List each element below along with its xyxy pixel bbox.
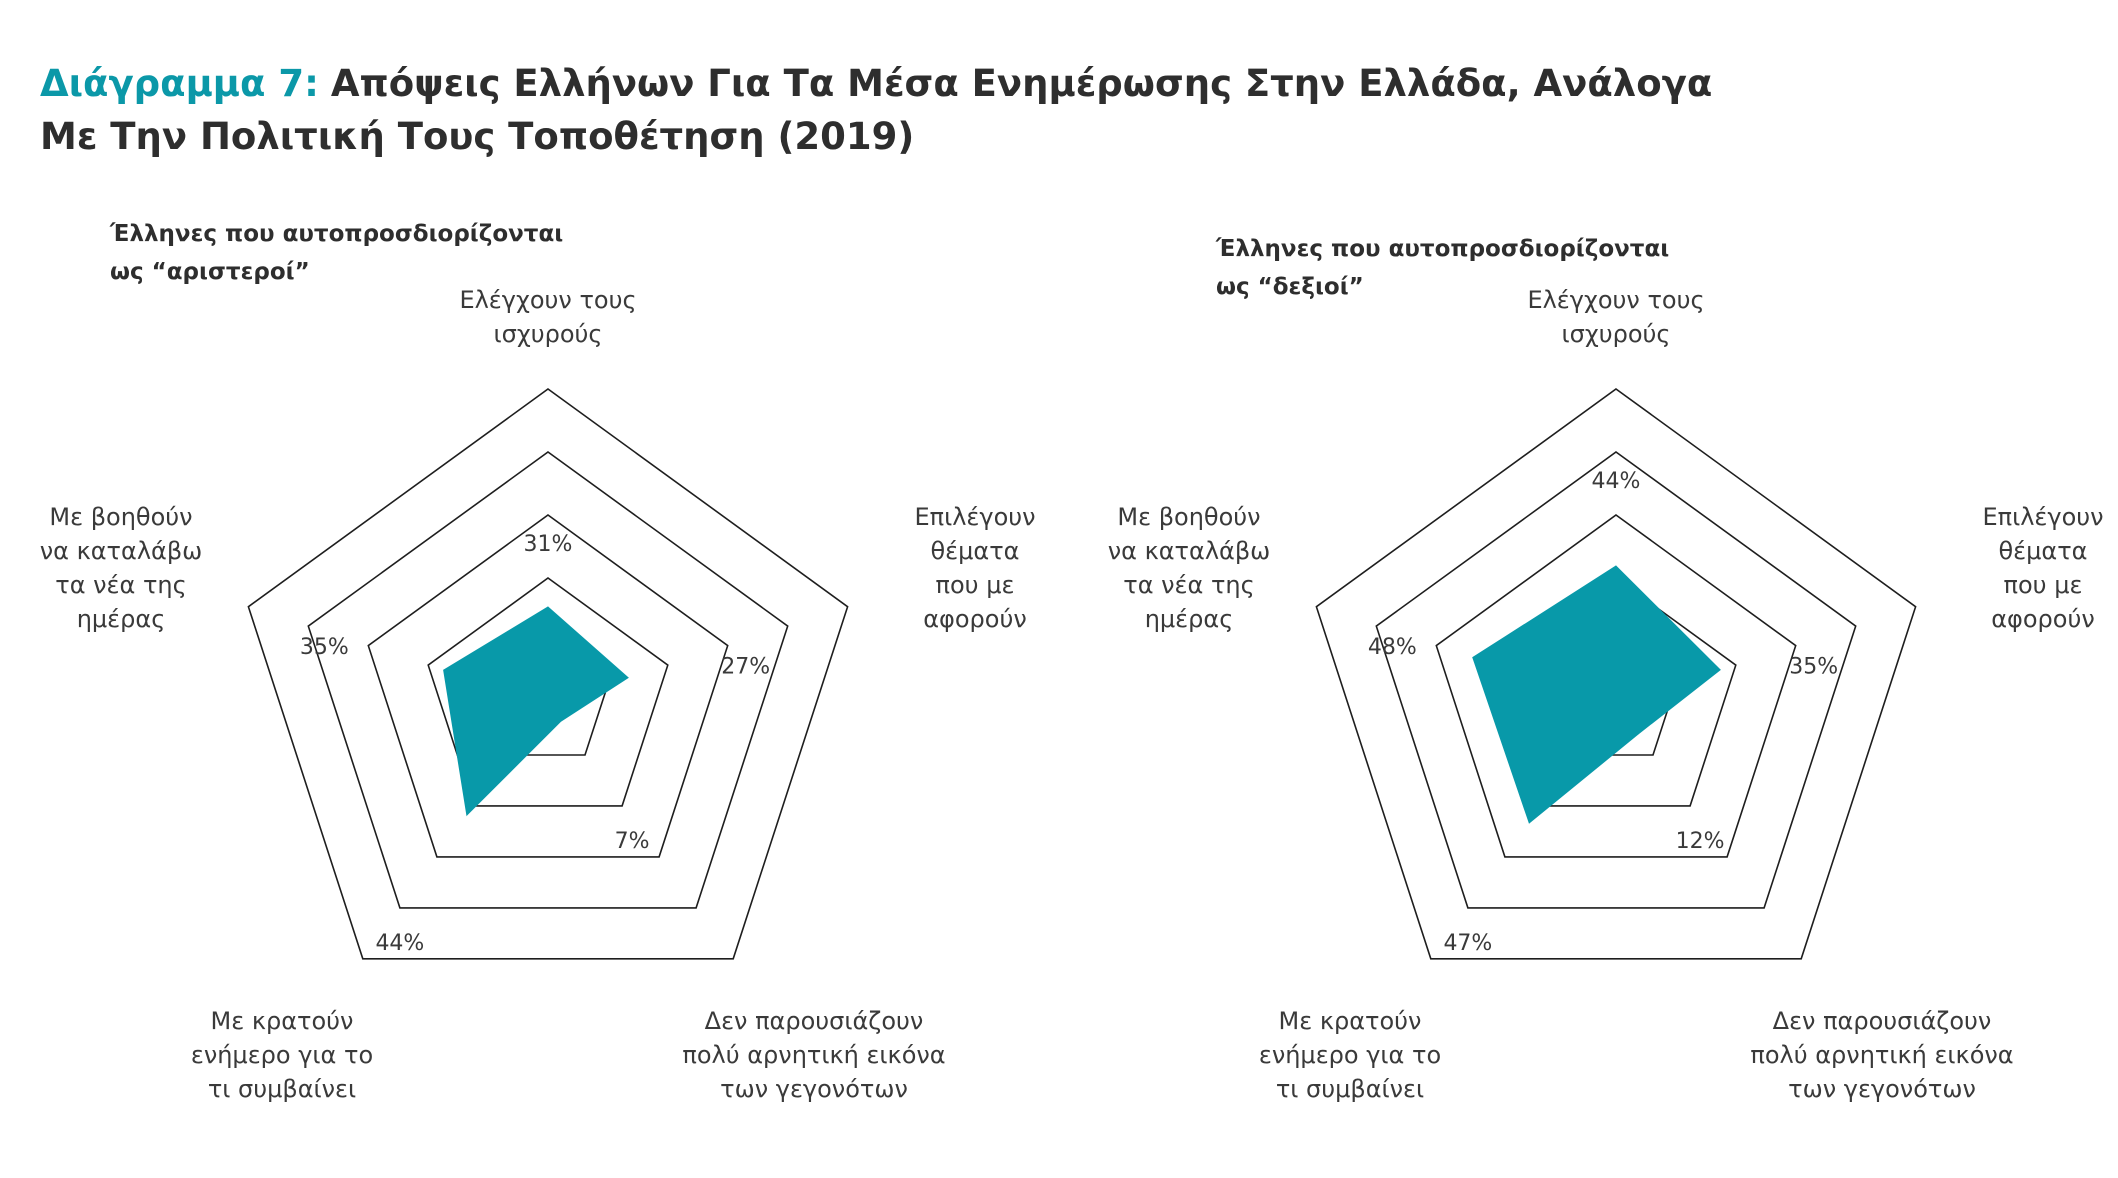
axis-label-line: Ελέγχουν τους bbox=[459, 286, 636, 314]
axis-label-line: θέματα bbox=[930, 537, 1019, 565]
axis-label-line: πολύ αρνητική εικόνα bbox=[682, 1041, 945, 1069]
title-prefix: Διάγραμμα 7: bbox=[40, 62, 319, 105]
value-label: 12% bbox=[1676, 829, 1725, 854]
value-label: 44% bbox=[1592, 469, 1641, 494]
value-label: 27% bbox=[721, 655, 770, 680]
axis-label-line: τι συμβαίνει bbox=[208, 1075, 356, 1103]
value-label: 7% bbox=[615, 829, 650, 854]
value-label: 35% bbox=[1789, 655, 1838, 680]
axis-label-line: αφορούν bbox=[1991, 605, 2095, 633]
title-line-2: Με Την Πολιτική Τους Τοποθέτηση (2019) bbox=[40, 115, 914, 158]
radar-data-area bbox=[1472, 565, 1721, 824]
axis-label-line: Με κρατούν bbox=[1279, 1007, 1422, 1035]
figure-title: Διάγραμμα 7: Απόψεις Ελλήνων Για Τα Μέσα … bbox=[40, 62, 1712, 158]
axis-label-line: που με bbox=[2004, 571, 2083, 599]
axis-label-line: Ελέγχουν τους bbox=[1527, 286, 1704, 314]
radar-grid-ring bbox=[1435, 514, 1797, 858]
axis-label-line: Δεν παρουσιάζουν bbox=[1773, 1007, 1992, 1035]
title-text-1: Απόψεις Ελλήνων Για Τα Μέσα Ενημέρωσης Σ… bbox=[331, 62, 1712, 105]
axis-label-line: των γεγονότων bbox=[720, 1075, 908, 1103]
chart-subtitle-line: Έλληνες που αυτοπροσδιορίζονται bbox=[109, 221, 563, 247]
chart-subtitle-line: Έλληνες που αυτοπροσδιορίζονται bbox=[1215, 236, 1669, 262]
value-label: 31% bbox=[524, 532, 573, 557]
axis-label-line: τα νέα της bbox=[1123, 571, 1254, 599]
chart-subtitle-line: ως “δεξιοί” bbox=[1216, 274, 1364, 300]
axis-label-line: τα νέα της bbox=[55, 571, 186, 599]
axis-label-line: ενήμερο για το bbox=[191, 1041, 373, 1069]
radar-grid-ring bbox=[1375, 451, 1857, 909]
axis-label-line: Με βοηθούν bbox=[49, 503, 192, 531]
radar-grid-ring bbox=[307, 451, 789, 909]
value-label: 35% bbox=[300, 635, 349, 660]
axis-label-line: πολύ αρνητική εικόνα bbox=[1750, 1041, 2013, 1069]
axis-label-line: να καταλάβω bbox=[40, 537, 203, 565]
axis-label-line: να καταλάβω bbox=[1108, 537, 1271, 565]
axis-label-line: ημέρας bbox=[1145, 605, 1234, 633]
axis-label-line: θέματα bbox=[1998, 537, 2087, 565]
radar-chart-left: Έλληνες που αυτοπροσδιορίζονται ως “αριστ… bbox=[40, 221, 1036, 1103]
axis-label-line: ενήμερο για το bbox=[1259, 1041, 1441, 1069]
axis-label-line: Με κρατούν bbox=[211, 1007, 354, 1035]
axis-label-line: τι συμβαίνει bbox=[1276, 1075, 1424, 1103]
radar-grid-ring bbox=[247, 388, 849, 960]
radar-grid-ring bbox=[1315, 388, 1917, 960]
value-label: 48% bbox=[1368, 635, 1417, 660]
radar-grid-ring bbox=[367, 514, 729, 858]
axis-label-line: των γεγονότων bbox=[1788, 1075, 1976, 1103]
axis-label-line: Με βοηθούν bbox=[1117, 503, 1260, 531]
chart-subtitle-line: ως “αριστεροί” bbox=[110, 259, 310, 285]
axis-label-line: Δεν παρουσιάζουν bbox=[705, 1007, 924, 1035]
radar-data-area bbox=[443, 606, 629, 817]
axis-label-line: ισχυρούς bbox=[494, 320, 603, 348]
radar-chart-right: Έλληνες που αυτοπροσδιορίζονται ως “δεξιο… bbox=[1108, 236, 2104, 1103]
axis-label-line: που με bbox=[936, 571, 1015, 599]
radar-grid bbox=[247, 388, 849, 960]
value-label: 47% bbox=[1443, 931, 1492, 956]
axis-label-line: ισχυρούς bbox=[1562, 320, 1671, 348]
title-line-1: Διάγραμμα 7: Απόψεις Ελλήνων Για Τα Μέσα … bbox=[40, 62, 1712, 105]
axis-label-line: ημέρας bbox=[77, 605, 166, 633]
axis-label-line: Επιλέγουν bbox=[1982, 503, 2103, 531]
value-label: 44% bbox=[375, 931, 424, 956]
axis-label-line: αφορούν bbox=[923, 605, 1027, 633]
radar-grid-ring bbox=[427, 577, 669, 807]
axis-label-line: Επιλέγουν bbox=[914, 503, 1035, 531]
